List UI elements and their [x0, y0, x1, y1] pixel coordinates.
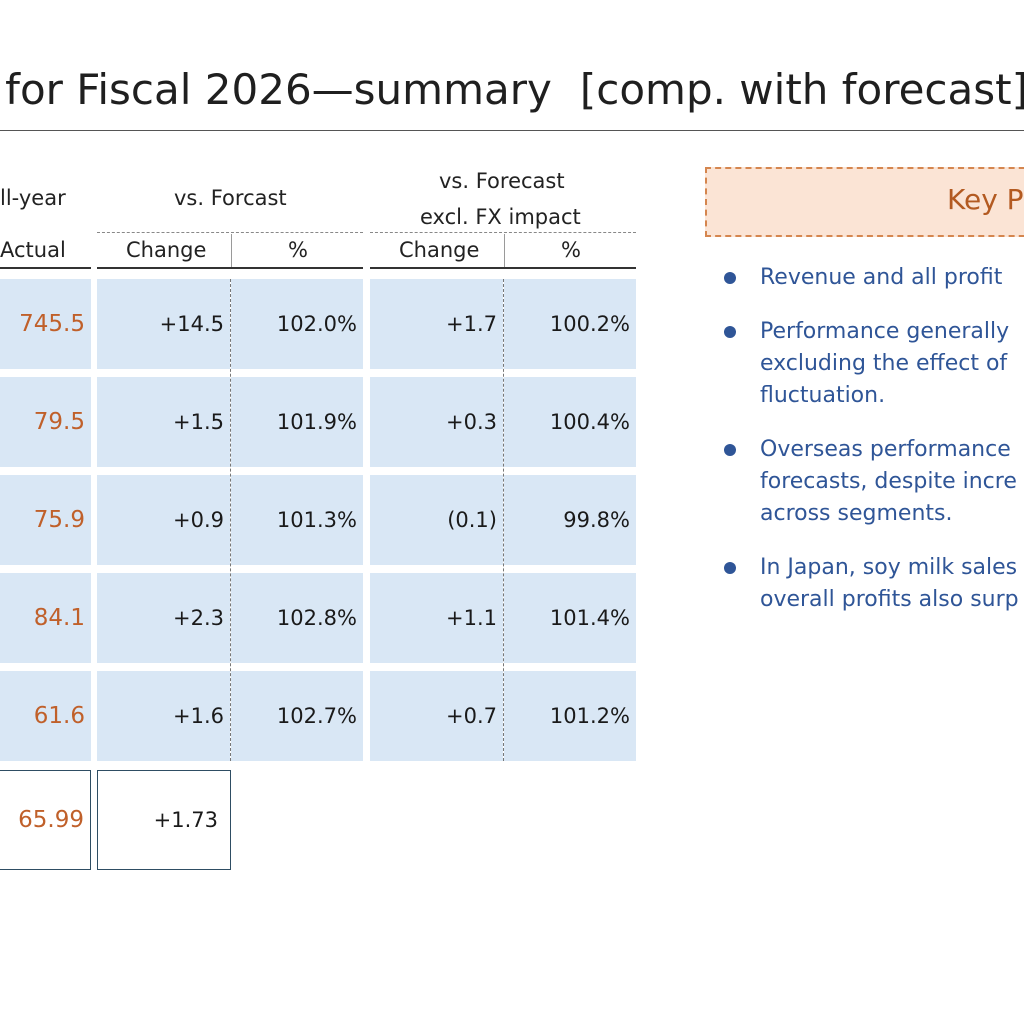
bullet-dot-icon	[724, 562, 736, 574]
header-group-rule-2	[370, 232, 636, 233]
header-underline-group-1	[97, 267, 363, 269]
key-point-text: Performance generally excluding the effe…	[760, 319, 1010, 408]
slide-title-suffix: [comp. with forecast]	[579, 65, 1024, 114]
title-divider	[0, 130, 1024, 131]
row-2-change-fx: +0.3	[370, 377, 503, 467]
header-full-year: ll-year	[0, 186, 66, 210]
row-3-pct: 101.3%	[231, 475, 363, 565]
header-vs-forecast-excl-line2: excl. FX impact	[420, 205, 581, 229]
header-actual: Actual	[0, 238, 66, 262]
row-4-pct: 102.8%	[231, 573, 363, 663]
slide-title: e for Fiscal 2026—summary [comp. with for…	[0, 58, 1024, 122]
key-point-item: Overseas performance forecasts, despite …	[720, 434, 1024, 530]
key-point-item: Revenue and all profit	[720, 262, 1024, 294]
header-underline-group-2	[370, 267, 636, 269]
row-4-pct-fx: 101.4%	[504, 573, 636, 663]
row-5-pct-fx: 101.2%	[504, 671, 636, 761]
key-point-text: Revenue and all profit	[760, 265, 1003, 290]
header-change-2: Change	[399, 238, 480, 262]
row-3-change: +0.9	[97, 475, 230, 565]
header-col-sep-2	[504, 234, 505, 268]
row-5-actual: 61.6	[0, 671, 91, 761]
key-point-text: In Japan, soy milk sales overall profits…	[760, 555, 1019, 612]
header-col-sep-1	[231, 234, 232, 268]
key-point-item: In Japan, soy milk sales overall profits…	[720, 552, 1024, 616]
header-underline-actual	[0, 267, 91, 269]
bullet-dot-icon	[724, 444, 736, 456]
row-1-pct: 102.0%	[231, 279, 363, 369]
row-5-change: +1.6	[97, 671, 230, 761]
row-1-actual: 745.5	[0, 279, 91, 369]
header-vs-forecast: vs. Forcast	[174, 186, 287, 210]
row-6-actual: 65.99	[0, 770, 91, 870]
row-4-change: +2.3	[97, 573, 230, 663]
header-pct-1: %	[288, 238, 308, 262]
row-2-pct: 101.9%	[231, 377, 363, 467]
key-points-list: Revenue and all profit Performance gener…	[720, 262, 1024, 638]
row-2-pct-fx: 100.4%	[504, 377, 636, 467]
bullet-dot-icon	[724, 272, 736, 284]
slide-title-main: e for Fiscal 2026—summary	[0, 65, 552, 114]
row-1-change: +14.5	[97, 279, 230, 369]
key-point-item: Performance generally excluding the effe…	[720, 316, 1024, 412]
row-3-actual: 75.9	[0, 475, 91, 565]
row-1-change-fx: +1.7	[370, 279, 503, 369]
row-col-sep-2	[503, 279, 504, 761]
bullet-dot-icon	[724, 326, 736, 338]
header-vs-forecast-excl-line1: vs. Forecast	[439, 169, 565, 193]
row-4-change-fx: +1.1	[370, 573, 503, 663]
row-6-change: +1.73	[97, 770, 231, 870]
row-5-pct: 102.7%	[231, 671, 363, 761]
row-col-sep-1	[230, 279, 231, 761]
row-3-change-fx: (0.1)	[370, 475, 503, 565]
row-3-pct-fx: 99.8%	[504, 475, 636, 565]
row-5-change-fx: +0.7	[370, 671, 503, 761]
key-points-box: Key P	[705, 167, 1024, 237]
row-4-actual: 84.1	[0, 573, 91, 663]
key-point-text: Overseas performance forecasts, despite …	[760, 437, 1017, 526]
row-1-pct-fx: 100.2%	[504, 279, 636, 369]
key-points-title: Key P	[947, 183, 1024, 216]
row-2-change: +1.5	[97, 377, 230, 467]
header-pct-2: %	[561, 238, 581, 262]
header-change-1: Change	[126, 238, 207, 262]
header-group-rule-1	[97, 232, 363, 233]
row-2-actual: 79.5	[0, 377, 91, 467]
